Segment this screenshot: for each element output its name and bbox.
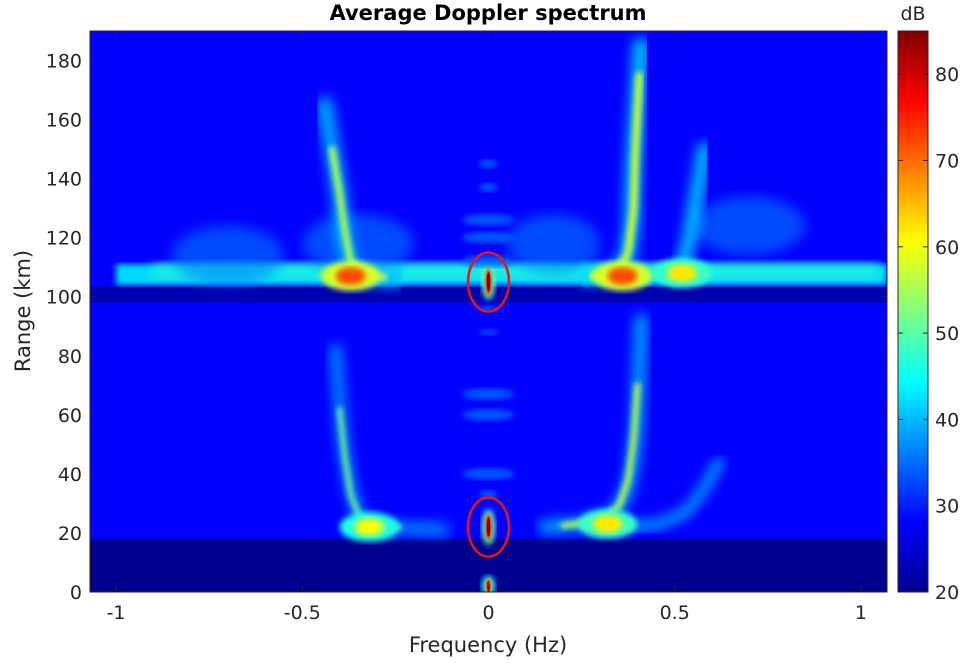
zero-doppler-streak (462, 214, 515, 226)
zero-doppler-streak (462, 388, 515, 401)
y-tick-label: 180 (46, 51, 82, 73)
y-tick-label: 60 (58, 405, 82, 427)
zero-doppler-streak (479, 183, 498, 192)
colorbar-tick-label: 30 (935, 496, 959, 518)
y-tick-label: 20 (58, 523, 82, 545)
lower-left-branch-peak (354, 518, 385, 536)
y-tick-label: 120 (46, 228, 82, 250)
band-bloom (507, 214, 601, 274)
y-tick-label: 160 (46, 110, 82, 132)
y-tick-label: 0 (70, 582, 82, 604)
x-tick-label: 0.5 (660, 602, 690, 624)
y-axis-label: Range (km) (11, 250, 35, 372)
band-bloom (693, 196, 806, 256)
colorbar-ticks: 20 30 40 50 60 70 80 (898, 64, 959, 604)
y-tick-label: 40 (58, 464, 82, 486)
zero-doppler-streak (462, 408, 515, 421)
x-tick-label: -0.5 (284, 602, 321, 624)
colorbar: dB 20 30 40 50 60 70 80 (897, 3, 959, 604)
colorbar-label: dB (900, 3, 925, 25)
colorbar-tick-label: 40 (935, 409, 959, 431)
y-tick-label: 80 (58, 346, 82, 368)
zero-doppler-streak (479, 490, 498, 499)
colorbar-tick-label: 70 (935, 150, 959, 172)
lower-right-branch-peak (592, 515, 623, 533)
zero-doppler-clutter-lower (486, 517, 491, 537)
chart-title: Average Doppler spectrum (329, 1, 646, 25)
upper-right-outer-peak (667, 264, 698, 282)
colorbar-tick-label: 60 (935, 237, 959, 259)
plot-area (90, 31, 887, 592)
zero-doppler-clutter-upper (486, 272, 491, 292)
colorbar-tick-label: 80 (935, 64, 959, 86)
y-tick-label: 140 (46, 169, 82, 191)
colorbar-scale (897, 30, 929, 593)
x-tick-label: 1 (855, 602, 867, 624)
band-bloom (302, 214, 415, 274)
upper-left-peak (335, 267, 366, 285)
upper-right-peak (607, 267, 638, 285)
colorbar-tick-label: 20 (935, 582, 959, 604)
y-axis: 0 20 40 60 80 100 120 140 160 180 (46, 51, 887, 604)
zero-doppler-streak (462, 467, 515, 480)
x-axis: -1 -0.5 0 0.5 1 (107, 31, 867, 624)
annotation-ellipse (466, 496, 511, 558)
x-axis-label: Frequency (Hz) (409, 633, 567, 657)
annotation-ellipse (466, 251, 511, 313)
colorbar-tick-label: 50 (935, 323, 959, 345)
zero-doppler-streak (479, 329, 498, 336)
zero-doppler-streak (462, 231, 515, 244)
band-bloom (171, 225, 284, 285)
x-tick-label: 0 (482, 602, 494, 624)
y-tick-label: 100 (46, 287, 82, 309)
x-tick-label: -1 (107, 602, 126, 624)
lower-right-outer-branch (625, 457, 725, 532)
zero-doppler-streak (479, 159, 498, 169)
